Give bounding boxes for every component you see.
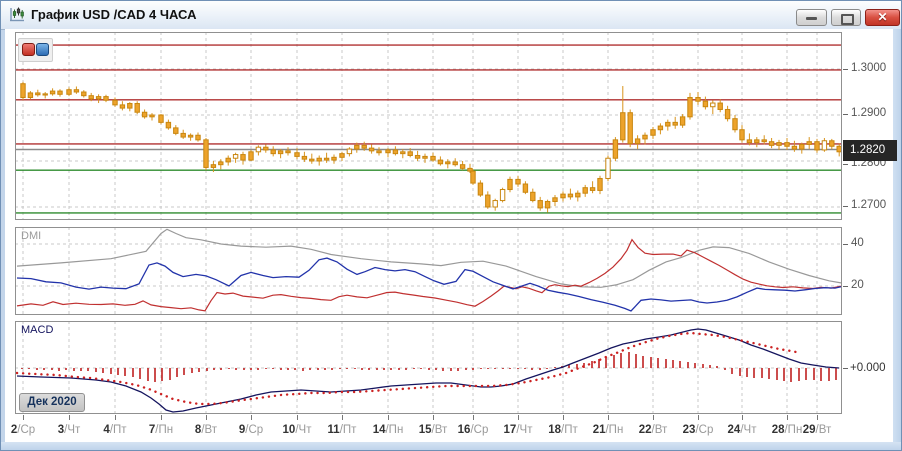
time-axis-label: 29/Вт (802, 424, 832, 436)
price-tick (843, 113, 848, 115)
time-tick (473, 415, 474, 420)
dmi-panel-label: DMI (21, 230, 42, 242)
candles (20, 81, 842, 213)
minimize-icon (806, 17, 817, 20)
time-tick (388, 415, 389, 420)
price-tick (843, 163, 848, 165)
close-button[interactable]: ✕ (865, 9, 900, 26)
restore-icon (841, 14, 854, 25)
time-axis-label: 15/Вт (418, 424, 448, 436)
time-tick (817, 415, 818, 420)
time-axis-label: 11/Пт (327, 424, 357, 436)
chart-client-area (5, 29, 893, 442)
price-axis-label: 1.2900 (851, 107, 887, 119)
time-tick (563, 415, 564, 420)
time-axis-label: 14/Пн (372, 424, 404, 436)
macd-panel-label: MACD (21, 324, 54, 336)
chart-app-icon (10, 7, 24, 22)
restore-button[interactable] (831, 9, 861, 26)
time-axis-label: 4/Пт (103, 424, 127, 436)
time-tick (518, 415, 519, 420)
time-tick (342, 415, 343, 420)
dmi-axis-label: 20 (851, 279, 864, 291)
buy-marker-button[interactable] (36, 43, 49, 56)
chart-object-toolbar (18, 38, 53, 62)
time-tick (23, 415, 24, 420)
time-axis-label: 21/Пн (592, 424, 624, 436)
close-icon: ✕ (877, 10, 888, 24)
time-tick (742, 415, 743, 420)
time-tick (115, 415, 116, 420)
dmi-tick (843, 243, 848, 245)
time-tick (161, 415, 162, 420)
window-bottom-frame (1, 442, 901, 450)
dmi-axis-label: 40 (851, 237, 864, 249)
price-axis-label: 1.2700 (851, 199, 887, 211)
window-right-frame (893, 29, 901, 442)
time-tick (653, 415, 654, 420)
price-chart-panel[interactable] (15, 32, 842, 220)
time-tick (297, 415, 298, 420)
macd-indicator-panel[interactable] (15, 321, 842, 414)
time-tick (608, 415, 609, 420)
time-tick (698, 415, 699, 420)
time-axis-label: 16/Ср (457, 424, 489, 436)
time-tick (787, 415, 788, 420)
time-axis-label: 9/Ср (238, 424, 264, 436)
price-tick (843, 68, 848, 70)
time-axis-label: 7/Пн (148, 424, 174, 436)
dmi-indicator-panel[interactable] (15, 227, 842, 315)
time-axis-label: 8/Вт (194, 424, 218, 436)
sell-marker-button[interactable] (22, 43, 35, 56)
time-axis-label: 10/Чт (282, 424, 312, 436)
dmi-tick (843, 285, 848, 287)
minimize-button[interactable] (796, 9, 827, 26)
time-axis-label: 23/Ср (682, 424, 714, 436)
price-axis-label: 1.3000 (851, 62, 887, 74)
time-axis-label: 18/Пт (548, 424, 578, 436)
time-axis-label: 3/Чт (57, 424, 81, 436)
time-tick (206, 415, 207, 420)
time-axis-label: 2/Ср (10, 424, 36, 436)
current-price-badge: 1.2820 (843, 140, 897, 161)
time-axis-label: 17/Чт (503, 424, 533, 436)
time-axis-label: 24/Чт (727, 424, 757, 436)
macd-zero-label: +0.000 (850, 362, 886, 374)
window-title: График USD /CAD 4 ЧАСА (31, 7, 197, 22)
time-axis-label: 28/Пн (771, 424, 803, 436)
price-tick (843, 205, 848, 207)
time-axis-label: 22/Вт (638, 424, 668, 436)
month-badge: Дек 2020 (19, 393, 85, 412)
title-bar[interactable]: График USD /CAD 4 ЧАСА ✕ (1, 1, 901, 30)
macd-zero-tick (843, 367, 848, 369)
time-tick (69, 415, 70, 420)
time-tick (251, 415, 252, 420)
time-tick (433, 415, 434, 420)
